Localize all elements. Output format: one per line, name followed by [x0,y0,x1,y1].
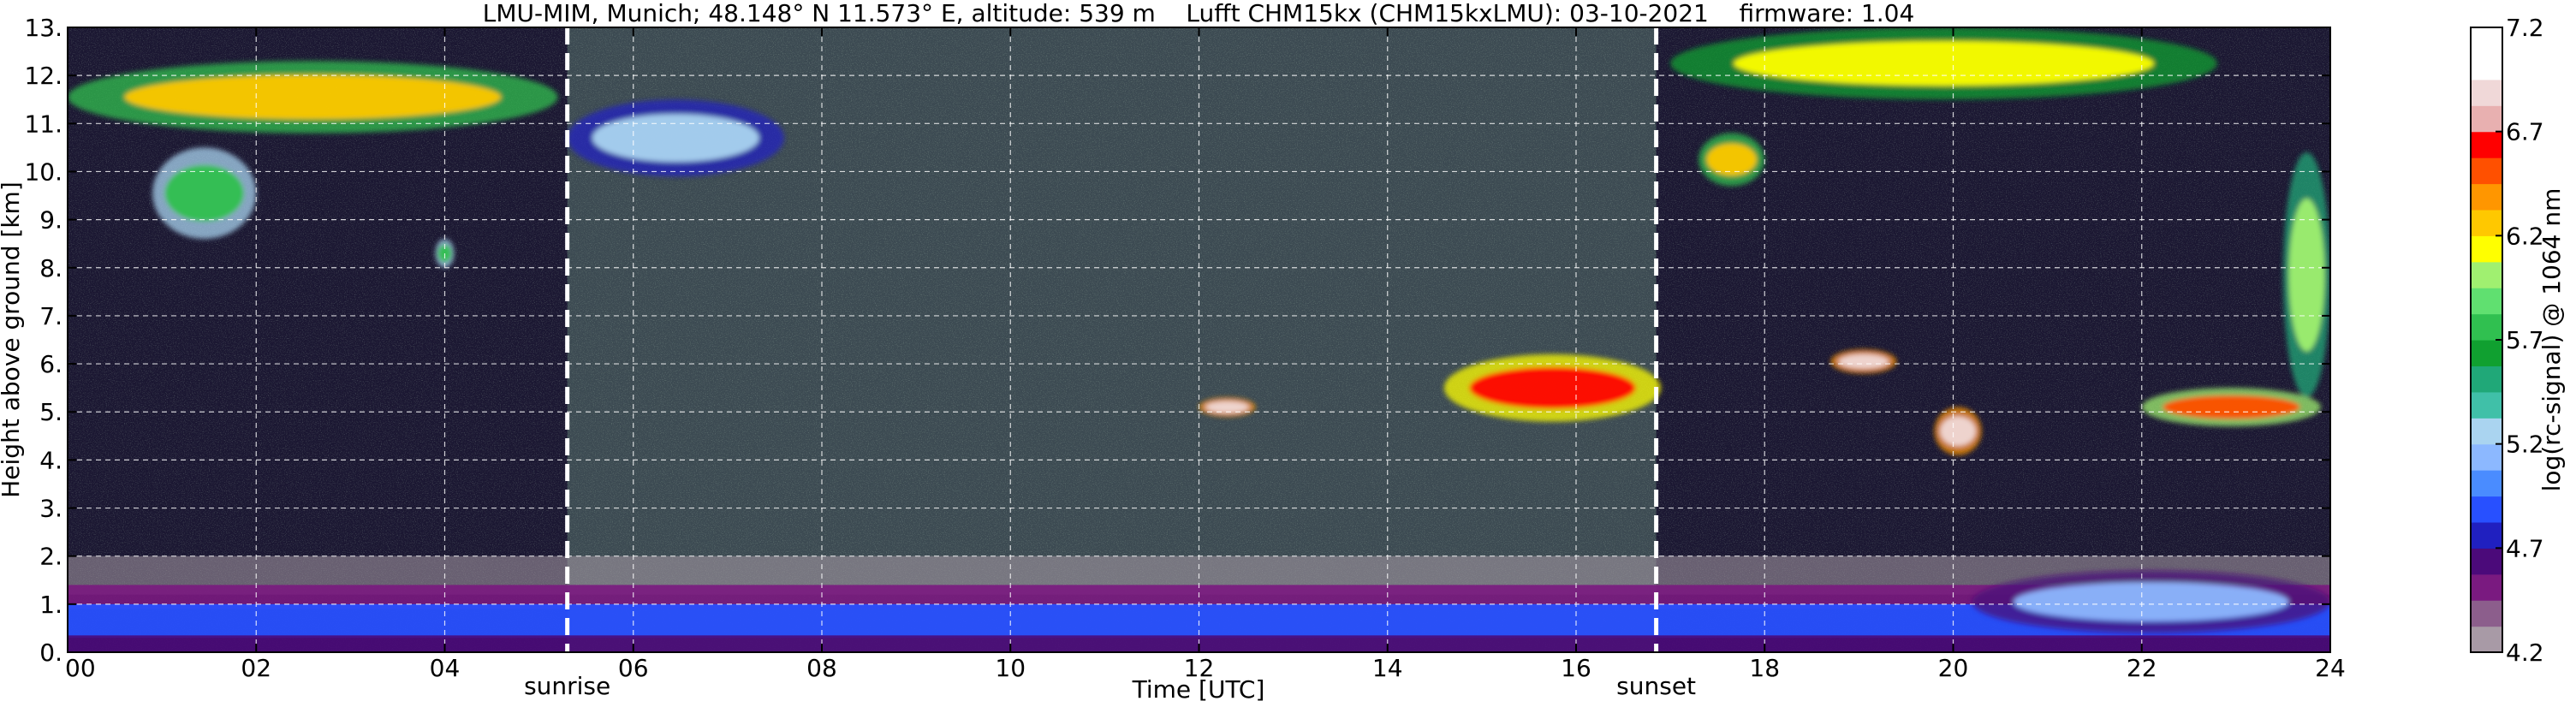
feature-core-thin-cirrus [592,114,759,163]
colorbar-segment [2471,313,2502,341]
x-tick-label: 06 [618,654,649,682]
x-tick-label: 00 [65,654,96,682]
colorbar-segment [2471,548,2502,575]
y-tick-label: 2. [39,543,62,571]
colorbar-segment [2471,626,2502,653]
feature-core-altocumulus [2162,395,2300,419]
y-tick-label: 3. [39,495,62,523]
colorbar-segment [2471,105,2502,133]
y-tick-label: 6. [39,350,62,378]
colorbar-segment [2471,157,2502,185]
y-tick-label: 13. [24,14,62,42]
x-tick-label: 08 [806,654,837,682]
feature-core-altocumulus [1205,401,1249,413]
feature-core-altocumulus [1838,354,1889,370]
y-axis-ticks: 0. 1. 2. 3. 4. 5. 6. 7. 8. 9. 10. 11. 12. 13. [24,14,2330,667]
y-axis-label: Height above ground [km] [0,181,25,498]
colorbar-tick-label: 6.7 [2506,118,2544,146]
colorbar-tick-label: 6.2 [2506,222,2544,250]
sunset-label: sunset [1616,672,1696,700]
y-tick-label: 10. [24,157,62,186]
y-tick-label: 4. [39,446,62,474]
colorbar-segment [2471,53,2502,80]
colorbar-segment [2471,209,2502,236]
x-tick-label: 12 [1184,654,1215,682]
colorbar-segment [2471,79,2502,106]
colorbar-tick-label: 5.7 [2506,326,2544,354]
feature-core-cloud [437,244,452,263]
x-axis-ticks: 00 02 04 06 08 10 12 14 16 18 20 22 24 [65,27,2346,682]
cloud-features [68,27,2330,633]
feature-core-cirrus [1706,143,1758,176]
colorbar-tick-label: 5.2 [2506,431,2544,459]
y-tick-label: 0. [39,639,62,667]
y-tick-label: 8. [39,254,62,282]
colorbar-segment [2471,573,2502,601]
x-tick-label: 04 [430,654,461,682]
feature-core-altocumulus [1469,366,1636,409]
colorbar-segment [2471,418,2502,445]
chart-title: LMU-MIM, Munich; 48.148° N 11.573° E, al… [483,0,1915,27]
colorbar: 4.2 4.7 5.2 5.7 6.2 6.7 7.2 [2470,14,2544,667]
colorbar-segment [2471,131,2502,158]
sunrise-label: sunrise [524,672,610,700]
colorbar-segment [2471,496,2502,523]
colorbar-segment [2471,521,2502,549]
feature-core-cirrus-fallstreak [164,164,245,223]
x-tick-label: 02 [241,654,271,682]
colorbar-segment [2471,27,2502,55]
y-tick-label: 9. [39,206,62,235]
colorbar-segment [2471,288,2502,315]
x-tick-label: 10 [995,654,1026,682]
colorbar-segment [2471,183,2502,211]
x-tick-label: 20 [1938,654,1969,682]
colorbar-segment [2471,600,2502,627]
y-tick-label: 11. [24,110,62,138]
colorbar-segment [2471,261,2502,288]
x-tick-label: 24 [2315,654,2346,682]
feature-core-boundary-layer [2013,582,2289,621]
feature-core-cirrus [1733,40,2155,86]
sun-event-lines: sunrise sunset [524,27,1696,700]
feature-core-cirrus [124,74,502,120]
feature-core-cirrus-fallstreak [2288,198,2325,352]
colorbar-segment [2471,235,2502,263]
x-tick-label: 18 [1749,654,1780,682]
colorbar-label: log(rc-signal) @ 1064 nm [2537,188,2566,492]
y-tick-label: 5. [39,398,62,426]
colorbar-segment [2471,443,2502,471]
colorbar-tick-label: 7.2 [2506,14,2544,42]
x-axis-label: Time [UTC] [1132,675,1265,704]
feature-core-altocumulus [1939,416,1977,447]
colorbar-segment [2471,470,2502,497]
colorbar-tick-label: 4.2 [2506,639,2544,667]
x-tick-label: 16 [1561,654,1591,682]
x-tick-label: 14 [1372,654,1403,682]
grid-lines [68,27,2330,652]
y-tick-label: 7. [39,302,62,330]
colorbar-segment [2471,391,2502,419]
y-tick-label: 1. [39,591,62,619]
colorbar-segment [2471,365,2502,393]
y-tick-label: 12. [24,62,62,90]
colorbar-segment [2471,340,2502,367]
colorbar-tick-label: 4.7 [2506,534,2544,562]
x-tick-label: 22 [2127,654,2157,682]
